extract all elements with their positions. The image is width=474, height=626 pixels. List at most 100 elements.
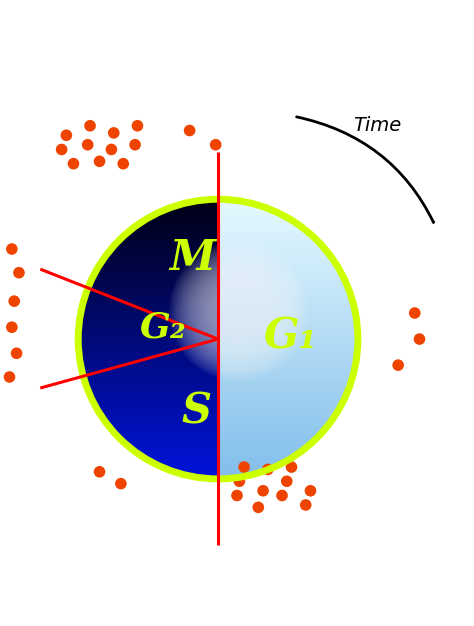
Bar [97,269,218,270]
Text: G₁: G₁ [264,316,318,357]
Bar [89,394,218,395]
Bar [218,295,352,297]
Bar [218,437,315,438]
Bar [106,255,218,257]
Bar [218,342,358,343]
Bar [218,372,353,374]
Point [411,308,419,318]
Bar [218,329,358,331]
Bar [218,347,357,349]
Point [131,140,139,150]
Bar [218,279,346,280]
Bar [218,247,326,248]
Bar [152,462,218,463]
Bar [218,421,329,423]
Bar [218,257,333,258]
Text: M: M [169,237,215,279]
Bar [106,423,218,424]
Bar [96,270,218,272]
Bar [190,476,218,478]
Point [186,125,193,135]
Bar [218,369,354,370]
Bar [218,367,355,369]
Bar [127,233,218,234]
Bar [218,439,312,441]
Bar [218,280,346,282]
Bar [218,409,337,411]
Bar [218,436,317,437]
Bar [105,257,218,258]
Bar [218,379,351,381]
FancyArrowPatch shape [297,117,433,222]
Bar [218,394,346,395]
Bar [145,220,218,222]
Bar [218,328,357,329]
Bar [218,453,296,454]
Bar [218,224,302,226]
Bar [103,259,218,261]
Bar [218,398,344,399]
Bar [218,266,339,268]
Bar [80,321,218,322]
Bar [78,346,218,347]
Bar [95,272,218,274]
Bar [218,387,348,388]
Bar [218,310,356,311]
Bar [140,223,218,224]
Bar [218,270,341,272]
Bar [122,441,218,443]
Bar [218,419,331,420]
Bar [218,201,252,202]
Bar [88,389,218,391]
Bar [79,354,218,356]
Bar [218,434,318,436]
Bar [218,321,357,322]
Bar [218,233,312,234]
Bar [94,275,218,276]
Bar [80,318,218,319]
Bar [132,228,218,230]
Bar [218,254,331,255]
Bar [218,403,341,405]
Bar [218,274,343,275]
Bar [114,245,218,247]
Bar [218,359,356,360]
Bar [218,215,287,216]
Bar [218,324,357,325]
Bar [83,376,218,377]
Bar [89,285,218,286]
Bar [218,255,332,257]
Bar [91,280,218,282]
Bar [98,411,218,412]
Bar [218,430,322,431]
Bar [218,341,358,342]
Bar [122,237,218,239]
Bar [134,227,218,228]
Bar [218,297,352,299]
Bar [218,208,273,209]
Bar [86,384,218,385]
Bar [80,363,218,364]
Bar [130,230,218,232]
Bar [218,339,358,341]
Bar [81,366,218,367]
Bar [82,370,218,371]
Bar [218,316,356,317]
Bar [198,201,218,202]
Bar [79,347,218,349]
Bar [79,328,218,329]
Bar [157,465,218,466]
Bar [218,216,290,217]
Bar [218,385,349,387]
Bar [218,414,334,416]
Bar [124,235,218,237]
Bar [218,206,269,208]
Bar [116,434,218,436]
Bar [218,416,333,418]
Bar [218,287,349,289]
Bar [179,205,218,206]
Bar [121,439,218,441]
Bar [218,420,330,421]
Point [236,476,243,486]
Bar [184,475,218,476]
